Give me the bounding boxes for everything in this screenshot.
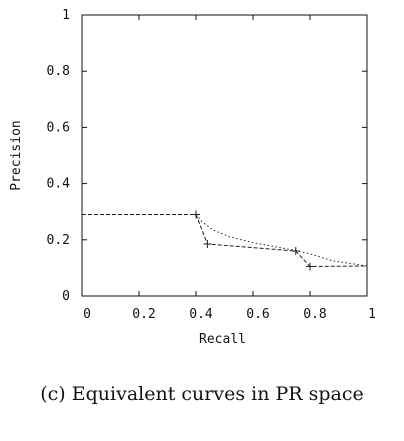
x-tick-label: 0.6 <box>246 307 269 322</box>
pr-chart: 0 0.2 0.4 0.6 0.8 1 0 0.2 0.4 0.6 0.8 1 Recall Prec… <box>9 8 376 347</box>
figure-caption: (c) Equivalent curves in PR space <box>40 383 364 405</box>
y-tick-label: 0.2 <box>47 233 70 248</box>
axis-ticks: 0 0.2 0.4 0.6 0.8 1 0 0.2 0.4 0.6 0.8 1 <box>47 8 376 322</box>
series-1-line <box>82 214 368 267</box>
series-1-point <box>306 262 314 271</box>
x-axis-label: Recall <box>199 332 246 347</box>
x-tick-label: 0.2 <box>132 307 155 322</box>
y-axis-label: Precision <box>9 120 24 190</box>
y-tick-label: 1 <box>62 8 70 23</box>
y-tick-label: 0 <box>62 289 70 304</box>
x-tick-label: 0.4 <box>189 307 213 322</box>
series-1-point <box>291 247 300 256</box>
series-layer <box>82 210 368 271</box>
series-1-point <box>203 240 212 249</box>
series-2-line <box>195 214 368 267</box>
x-tick-label: 0 <box>83 307 91 322</box>
plot-frame <box>81 14 368 297</box>
y-tick-label: 0.8 <box>47 64 70 79</box>
y-tick-label: 0.6 <box>47 120 70 135</box>
x-tick-label: 1 <box>368 307 376 322</box>
x-tick-label: 0.8 <box>303 307 326 322</box>
y-tick-label: 0.4 <box>47 177 71 192</box>
